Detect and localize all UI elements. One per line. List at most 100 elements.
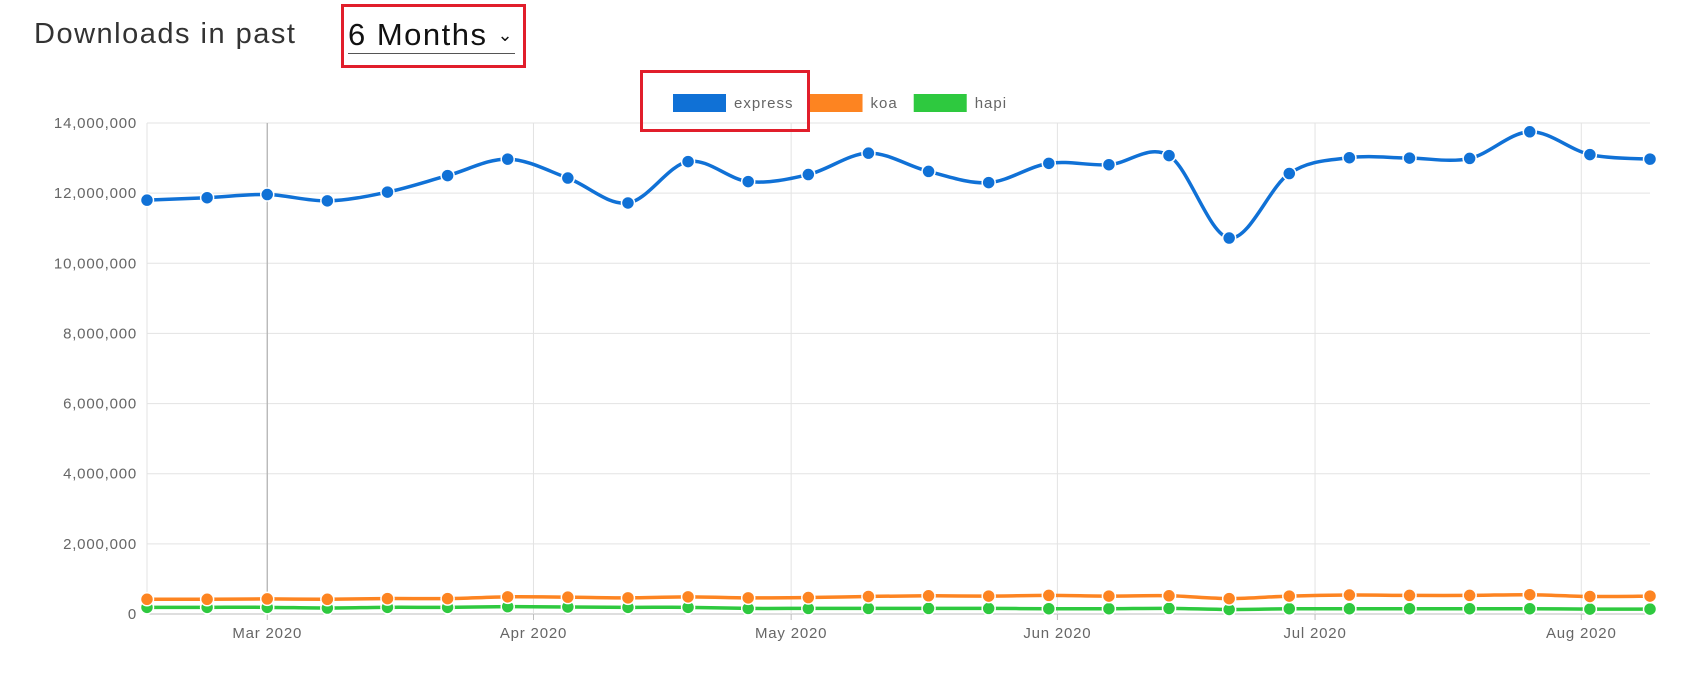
data-point-koa (801, 590, 816, 605)
y-tick-label: 8,000,000 (63, 325, 137, 342)
data-point-koa (1101, 588, 1117, 604)
data-point-hapi (1402, 601, 1417, 616)
data-point-koa (981, 588, 996, 604)
data-point-express (680, 154, 696, 169)
legend-label-hapi: hapi (975, 95, 1007, 112)
data-point-express (199, 190, 215, 205)
y-tick-label: 0 (128, 606, 137, 623)
downloads-label: Downloads in past (34, 17, 297, 50)
data-point-express (1402, 150, 1417, 166)
y-tick-label: 10,000,000 (54, 255, 137, 272)
downloads-header: Downloads in past (34, 14, 296, 54)
data-point-express (560, 170, 576, 186)
data-point-hapi (1642, 601, 1658, 617)
data-point-hapi (861, 601, 876, 616)
data-point-hapi (1522, 601, 1538, 616)
data-point-koa (139, 592, 155, 607)
data-point-express (259, 187, 275, 202)
data-point-koa (861, 589, 876, 604)
data-point-koa (259, 591, 275, 607)
data-point-express (981, 175, 996, 190)
data-point-express (1041, 156, 1057, 171)
legend-swatch-express (673, 94, 726, 112)
data-point-koa (1582, 589, 1598, 604)
data-point-express (620, 195, 636, 211)
x-tick-label: Apr 2020 (500, 625, 567, 642)
chevron-down-icon: ⌄ (497, 24, 513, 45)
data-point-express (801, 167, 816, 182)
data-point-hapi (981, 601, 996, 616)
data-point-hapi (1041, 601, 1057, 616)
x-tick-label: May 2020 (755, 625, 827, 642)
chart-legend: express koa hapi (673, 94, 1007, 112)
data-point-express (1462, 151, 1477, 166)
data-point-koa (1462, 588, 1477, 603)
legend-swatch-hapi (913, 94, 967, 112)
legend-highlight (640, 70, 810, 132)
y-tick-label: 6,000,000 (63, 396, 137, 413)
data-point-koa (500, 589, 515, 605)
data-point-koa (320, 592, 335, 607)
series-line-hapi (145, 604, 1652, 612)
data-point-koa (620, 590, 636, 606)
data-point-koa (680, 589, 696, 605)
data-point-express (1101, 157, 1117, 172)
data-point-express (740, 174, 756, 189)
data-point-koa (1522, 587, 1538, 602)
data-point-koa (1642, 588, 1658, 604)
x-tick-label: Jun 2020 (1023, 625, 1091, 642)
data-point-express (1221, 230, 1237, 246)
chart-series (139, 124, 1658, 617)
data-point-koa (1402, 588, 1417, 603)
period-dropdown-value: 6 Months (348, 17, 488, 52)
data-point-express (1161, 148, 1177, 163)
data-point-hapi (1462, 601, 1477, 616)
chart-axes: 0 2,000,000 4,000,000 6,000,000 8,000,000 10,… (54, 115, 1617, 642)
y-tick-label: 4,000,000 (63, 466, 137, 483)
data-point-express (921, 164, 936, 179)
legend-label-koa: koa (871, 95, 898, 112)
data-point-express (1342, 150, 1357, 165)
series-line-koa (145, 592, 1652, 602)
data-point-koa (1041, 588, 1057, 603)
x-tick-label: Jul 2020 (1283, 625, 1346, 642)
y-tick-label: 12,000,000 (54, 185, 137, 202)
data-point-express (139, 192, 155, 208)
data-point-express (1522, 124, 1538, 140)
data-point-express (1282, 166, 1297, 181)
data-point-koa (560, 589, 576, 605)
data-point-koa (921, 588, 936, 604)
x-tick-label: Mar 2020 (232, 625, 302, 642)
data-point-koa (199, 592, 215, 607)
data-point-hapi (1342, 601, 1357, 616)
data-point-hapi (1101, 601, 1117, 616)
y-tick-label: 14,000,000 (54, 115, 137, 132)
data-point-koa (380, 591, 395, 606)
data-point-hapi (921, 601, 936, 616)
data-point-express (1582, 147, 1598, 162)
data-point-koa (1282, 588, 1297, 604)
legend-label-express: express (734, 95, 794, 112)
data-point-express (380, 184, 395, 200)
data-point-express (500, 151, 515, 167)
data-point-koa (1342, 587, 1357, 603)
data-point-express (440, 168, 455, 183)
data-point-express (861, 145, 876, 161)
period-dropdown[interactable]: 6 Months ⌄ (348, 17, 515, 54)
data-point-express (1642, 151, 1658, 167)
data-point-koa (1221, 591, 1237, 606)
data-point-hapi (1282, 601, 1297, 616)
period-highlight: 6 Months ⌄ (341, 4, 526, 68)
x-tick-label: Aug 2020 (1546, 625, 1617, 642)
y-tick-label: 2,000,000 (63, 536, 137, 553)
data-point-express (320, 193, 335, 209)
chart-grid (146, 122, 1650, 615)
series-line-express (145, 130, 1652, 240)
data-point-hapi (1582, 601, 1598, 617)
data-point-hapi (1161, 601, 1177, 616)
legend-swatch-koa (809, 94, 863, 112)
data-point-koa (1161, 588, 1177, 604)
data-point-koa (740, 590, 756, 606)
data-point-koa (440, 591, 455, 606)
